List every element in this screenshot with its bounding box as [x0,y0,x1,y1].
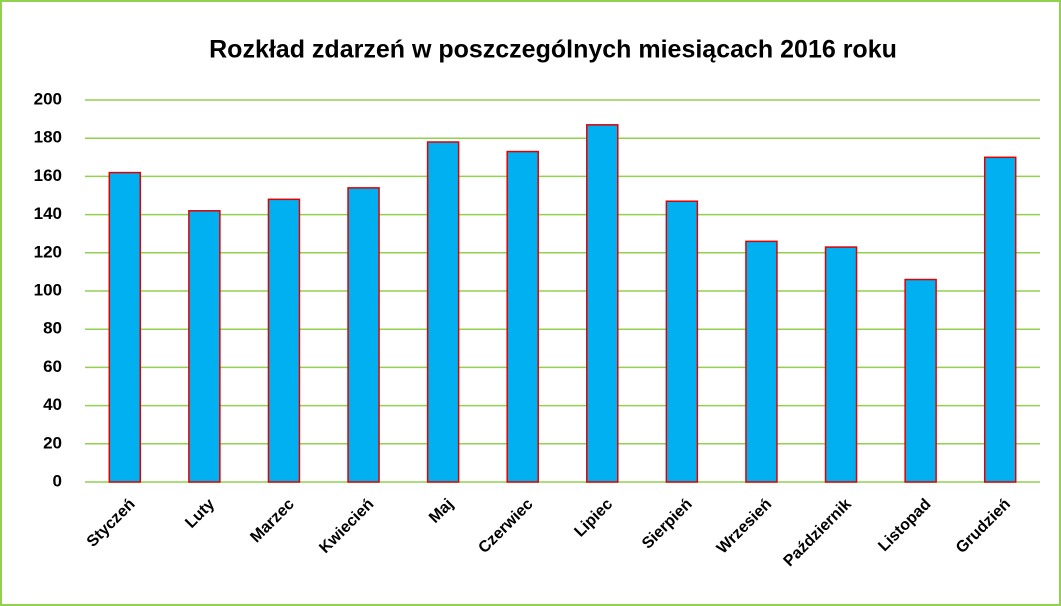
y-tick-label: 0 [53,471,62,490]
bar [506,150,539,483]
bar [983,156,1017,483]
y-tick-label: 40 [43,395,62,414]
chart-title: Rozkład zdarzeń w poszczególnych miesiąc… [209,36,897,64]
bar [586,124,619,483]
y-tick-label: 80 [43,319,62,338]
bar [904,278,937,483]
y-tick-label: 180 [34,128,62,147]
bar [665,200,699,483]
y-tick-label: 20 [43,433,62,452]
bar [426,141,460,483]
bar [108,171,142,483]
bar [188,210,221,483]
y-tick-label: 100 [34,280,62,299]
bar [824,246,858,483]
y-tick-label: 140 [34,204,62,223]
y-tick-label: 120 [34,242,62,261]
bar [347,187,380,483]
y-tick-label: 160 [34,166,62,185]
y-tick-label: 200 [34,89,62,108]
y-tick-label: 60 [43,357,62,376]
bar [267,198,301,483]
bar [745,240,778,483]
